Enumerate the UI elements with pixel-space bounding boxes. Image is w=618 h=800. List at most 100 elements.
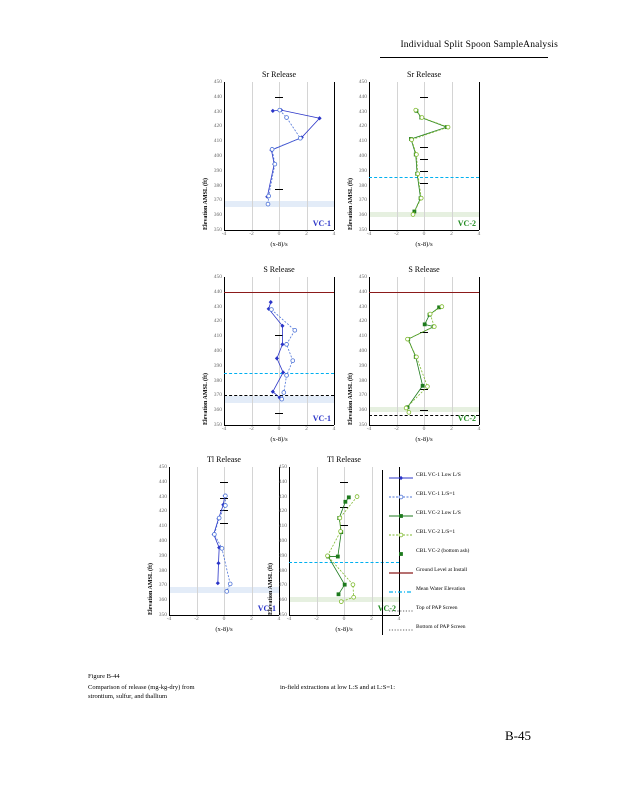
y-axis-tick: 450 (358, 79, 367, 85)
y-axis-tick: 430 (358, 303, 367, 310)
y-axis-tick: 450 (158, 464, 167, 470)
y-axis-tick: 410 (278, 523, 287, 530)
y-axis-line-right (334, 277, 336, 425)
y-axis-tick: 360 (213, 407, 222, 414)
plot-area: 450 440 430 420 410 400 390 380 370 360 350 -4 -2 0 2 4… (214, 79, 336, 237)
legend-item[interactable]: CBL VC-2 L/S=1 (388, 527, 563, 538)
y-axis-tick: 370 (213, 197, 222, 204)
reference-line-ground (224, 291, 334, 293)
sample-depth-tick (340, 506, 348, 508)
legend-item[interactable]: CBL VC-2 Low L/S (388, 508, 563, 518)
y-axis-tick: 390 (358, 167, 367, 174)
series-line-0 (410, 110, 448, 212)
y-axis-tick: 390 (158, 552, 167, 559)
x-axis-label: (x-8)/s (270, 241, 288, 248)
y-axis-label: Elevation AMSL (ft) (268, 563, 274, 615)
sample-depth-tick (220, 509, 228, 511)
y-axis-tick: 400 (213, 153, 222, 159)
y-axis-line-right (479, 82, 481, 230)
y-axis-line (224, 277, 226, 425)
sample-depth-tick (275, 188, 283, 190)
x-axis-tick: 4 (332, 231, 336, 237)
reference-line-ground (369, 291, 479, 293)
gridline-vertical (396, 82, 398, 230)
legend-item[interactable]: CBL VC-1 L/S=1 (388, 489, 563, 500)
legend-reference-label: Ground Level at Install (416, 567, 468, 573)
legend-reference-item[interactable]: Mean Water Elevation (388, 584, 563, 594)
series-layer (403, 304, 445, 415)
legend-item[interactable]: CBL VC-1 Low L/S (388, 470, 563, 481)
y-axis-tick: 370 (158, 582, 167, 589)
y-axis-tick: 410 (213, 138, 222, 145)
x-axis-line (289, 615, 399, 617)
plot-area: 450 440 430 420 410 400 390 380 370 360 350 -4 -2 0 2 4… (359, 79, 481, 237)
y-axis-line (369, 277, 371, 425)
series-line-0 (268, 302, 284, 398)
gridline-vertical (316, 467, 318, 615)
caption-line-1: Comparison of release (mg-kg-dry) from (88, 684, 195, 691)
x-axis-tick: -4 (221, 231, 227, 237)
sample-depth-tick (275, 96, 283, 98)
legend-reference-item[interactable]: Ground Level at Install (388, 565, 563, 575)
plot-area: 450 440 430 420 410 400 390 380 370 360 350 -4 -2 0 2 4… (359, 274, 481, 432)
chart-title: Tl Release (207, 455, 241, 464)
y-axis-tick: 420 (278, 508, 287, 515)
y-axis-line-right (399, 467, 401, 615)
y-axis-tick: 400 (278, 538, 287, 544)
y-axis-tick: 440 (158, 478, 167, 485)
x-axis-label: (x-8)/s (415, 241, 433, 248)
legend-item-label: CBL VC-2 L/S=1 (416, 529, 456, 535)
sample-depth-tick (275, 413, 283, 415)
x-axis-tick: -2 (194, 616, 199, 622)
x-axis-tick: -4 (366, 426, 372, 432)
x-axis-tick: 2 (450, 426, 453, 432)
x-axis-tick: 0 (277, 231, 281, 237)
x-axis-line (369, 425, 479, 427)
legend-reference-item[interactable]: Top of PAP Screen (388, 603, 563, 613)
x-axis-tick: 4 (477, 231, 481, 237)
x-axis-tick: 4 (277, 616, 281, 622)
legend-item[interactable]: CBL VC-2 (bottom ash) (388, 546, 563, 556)
x-axis-tick: -2 (249, 231, 254, 237)
x-axis-tick: 0 (342, 616, 346, 622)
gridline-vertical (306, 82, 308, 230)
y-axis-tick: 380 (213, 377, 222, 384)
gridline-vertical (224, 467, 225, 615)
x-axis-tick: 2 (305, 231, 308, 237)
series-layer (266, 300, 298, 402)
x-axis-line (224, 230, 334, 232)
y-axis-tick: 380 (213, 182, 222, 189)
legend-reference-item[interactable]: Bottom of PAP Screen (388, 622, 563, 632)
y-axis-tick: 370 (358, 197, 367, 204)
y-axis-line-right (479, 277, 481, 425)
y-axis-line (169, 467, 171, 615)
x-axis-tick: 2 (450, 231, 453, 237)
chart-title: Sr Release (407, 70, 441, 79)
sample-depth-tick (220, 481, 228, 483)
y-axis-line-right (334, 82, 336, 230)
y-axis-tick: 440 (358, 93, 367, 100)
x-axis-label: (x-8)/s (415, 436, 433, 443)
chart-sr-vc2: Sr Release Elevation AMSL (ft) 450 440 430 42… (343, 70, 493, 258)
y-axis-tick: 420 (213, 123, 222, 130)
y-axis-label: Elevation AMSL (ft) (203, 178, 209, 230)
y-axis-tick: 350 (213, 422, 222, 428)
well-id-label: VC-2 (457, 219, 476, 228)
gridline-vertical (424, 82, 425, 230)
x-axis-line (169, 615, 279, 617)
y-axis-tick: 430 (278, 493, 287, 500)
sample-depth-tick (275, 334, 283, 336)
legend-symbol (388, 546, 414, 556)
gridline-vertical (371, 467, 373, 615)
legend-symbol (388, 470, 414, 481)
sample-depth-tick (340, 524, 348, 526)
y-axis-tick: 380 (358, 377, 367, 384)
well-id-label: VC-1 (312, 219, 331, 228)
gridline-vertical (306, 277, 308, 425)
x-axis-tick: 2 (250, 616, 253, 622)
legend-reference-label: Top of PAP Screen (416, 605, 458, 611)
series-line-0 (266, 109, 321, 197)
page-number: B-45 (505, 728, 531, 743)
sample-depth-tick (420, 158, 428, 160)
y-axis-tick: 360 (358, 407, 367, 414)
